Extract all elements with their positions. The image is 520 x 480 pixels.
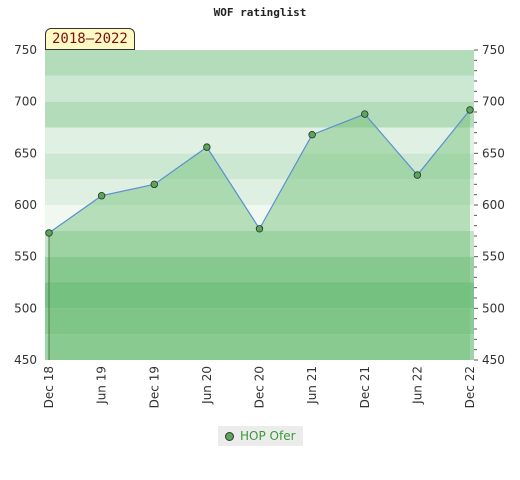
data-point bbox=[308, 131, 316, 139]
y-tick-label-left: 700 bbox=[14, 95, 37, 109]
y-tick-label-right: 450 bbox=[482, 353, 505, 367]
background-band bbox=[45, 256, 474, 283]
data-point bbox=[150, 180, 158, 189]
y-tick-label-right: 650 bbox=[482, 146, 505, 160]
y-tick-label-left: 750 bbox=[14, 43, 37, 57]
legend-label: HOP Ofer bbox=[240, 429, 296, 443]
y-tick-label-left: 600 bbox=[14, 198, 37, 212]
background-band bbox=[45, 127, 474, 154]
y-tick-label-left: 500 bbox=[14, 301, 37, 315]
x-tick-label: Jun 19 bbox=[95, 366, 109, 405]
x-tick-label: Jun 21 bbox=[305, 366, 319, 405]
x-tick-label: Jun 22 bbox=[410, 366, 424, 405]
chart-title: WOF ratinglist bbox=[213, 6, 307, 19]
background-band bbox=[45, 334, 474, 360]
y-tick-label-right: 550 bbox=[482, 250, 505, 264]
data-point bbox=[466, 106, 474, 114]
x-tick-label: Dec 22 bbox=[463, 366, 477, 408]
area-fill bbox=[49, 109, 470, 360]
x-tick-label: Jun 20 bbox=[200, 366, 214, 405]
y-tick-label-left: 650 bbox=[14, 146, 37, 160]
x-tick-label: Dec 19 bbox=[147, 366, 161, 408]
legend-marker-icon bbox=[225, 431, 234, 441]
background-band bbox=[45, 282, 474, 309]
legend[interactable]: HOP Ofer bbox=[218, 426, 303, 446]
x-tick-label: Dec 20 bbox=[253, 366, 267, 408]
data-point bbox=[45, 229, 53, 237]
y-tick-label-left: 550 bbox=[14, 250, 37, 264]
data-point bbox=[255, 225, 264, 233]
background-band bbox=[45, 75, 474, 102]
background-band bbox=[45, 308, 474, 335]
y-tick-label-right: 750 bbox=[482, 43, 505, 57]
data-point bbox=[361, 110, 369, 118]
data-point bbox=[97, 191, 106, 200]
period-badge: 2018–2022 bbox=[45, 28, 135, 50]
y-tick-label-left: 450 bbox=[14, 353, 37, 367]
background-band bbox=[45, 101, 474, 128]
y-tick-label-right: 700 bbox=[482, 95, 505, 109]
background-band bbox=[45, 50, 474, 76]
x-tick-label: Dec 18 bbox=[42, 366, 56, 408]
data-point bbox=[203, 143, 211, 151]
data-point bbox=[413, 171, 422, 179]
background-band bbox=[45, 230, 474, 257]
y-tick-label-right: 600 bbox=[482, 198, 505, 212]
y-tick-label-right: 500 bbox=[482, 301, 505, 315]
x-tick-label: Dec 21 bbox=[358, 366, 372, 408]
